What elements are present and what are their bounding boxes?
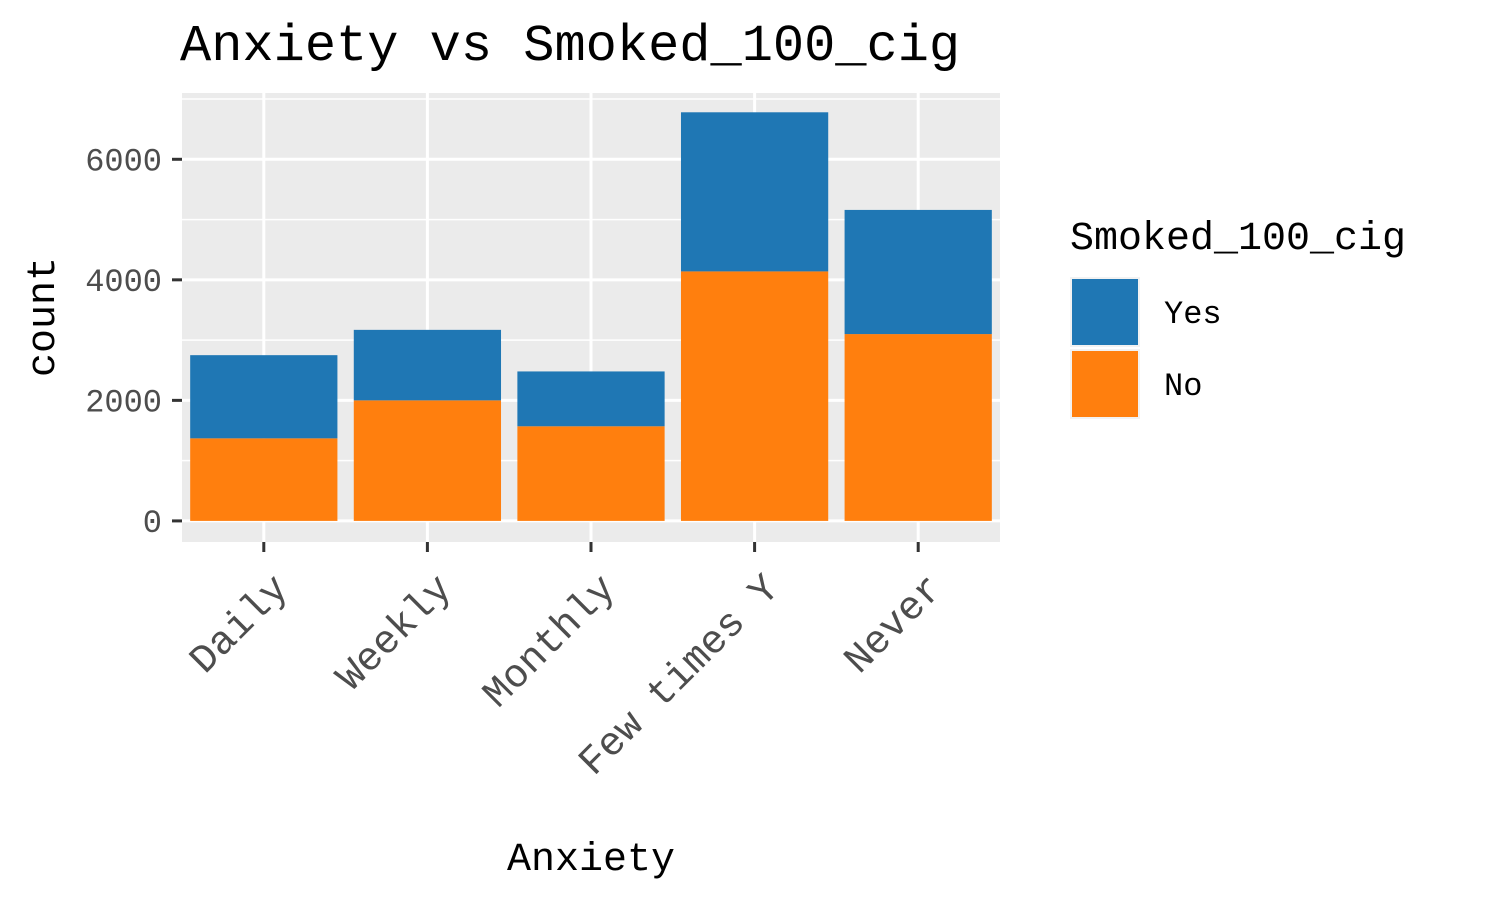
bar-no-1 xyxy=(353,400,502,521)
legend-items: Yes No xyxy=(1070,277,1222,419)
bar-yes-0 xyxy=(190,355,338,439)
legend-label-yes: Yes xyxy=(1164,296,1222,333)
bar-no-2 xyxy=(517,426,665,521)
x-tick-label: Daily xyxy=(182,567,299,684)
legend-label-no: No xyxy=(1164,368,1202,405)
bar-no-3 xyxy=(680,271,829,521)
y-tick-label: 0 xyxy=(143,505,162,542)
y-tick-label: 2000 xyxy=(85,384,162,421)
bar-yes-4 xyxy=(844,209,992,335)
bar-no-4 xyxy=(844,334,992,521)
x-tick-label: Weekly xyxy=(329,567,463,701)
x-tick-label: Never xyxy=(837,567,954,684)
bars xyxy=(190,112,992,521)
bar-no-0 xyxy=(190,438,338,521)
x-tick-label: Monthly xyxy=(476,567,627,718)
chart-title: Anxiety vs Smoked_100_cig xyxy=(180,17,960,76)
y-tick-label: 6000 xyxy=(85,143,162,180)
legend-title: Smoked_100_cig xyxy=(1070,217,1406,262)
bar-yes-1 xyxy=(353,329,502,401)
x-axis-title: Anxiety xyxy=(507,838,675,883)
legend-swatch-no xyxy=(1072,351,1138,417)
y-tick-label: 4000 xyxy=(85,264,162,301)
y-axis-title: count xyxy=(22,257,67,377)
legend: Smoked_100_cig Yes No xyxy=(1070,217,1406,419)
bar-yes-2 xyxy=(517,371,665,427)
bar-yes-3 xyxy=(680,112,829,272)
legend-swatch-yes xyxy=(1072,279,1138,345)
